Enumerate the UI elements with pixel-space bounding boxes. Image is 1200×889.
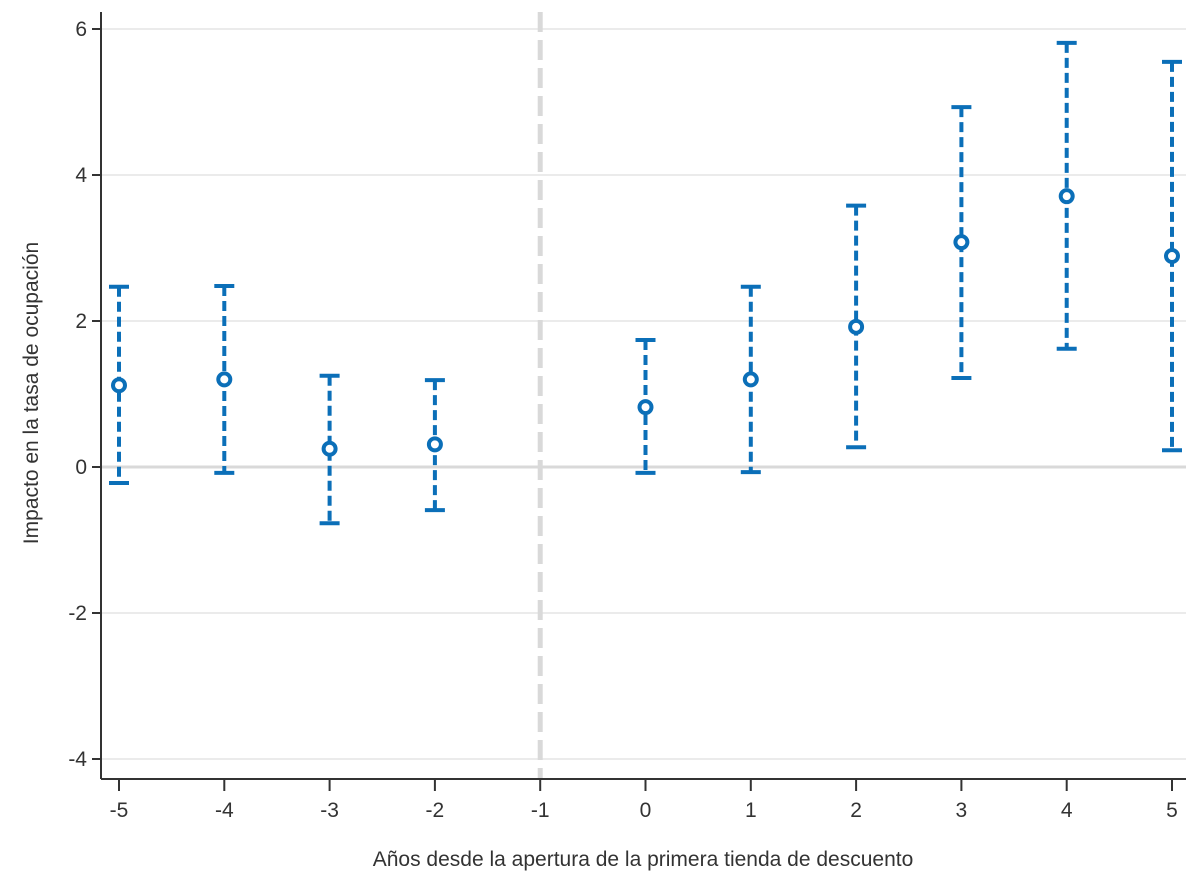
y-tick-label: 6	[75, 18, 87, 41]
x-tick-label: -3	[320, 799, 339, 822]
y-tick-label: -4	[68, 748, 87, 771]
y-tick-label: 2	[75, 310, 87, 333]
point-estimate-marker	[321, 440, 338, 457]
data-point-group	[319, 373, 340, 526]
x-tick-label: 4	[1061, 799, 1073, 822]
axes: -4 -2 0 2 4 6 -5 -4 -3 -2 -1 0 1 2 3 4 5	[68, 12, 1186, 822]
point-estimate-marker	[1164, 248, 1180, 265]
data-point-group	[635, 337, 656, 475]
x-tick-label: 2	[850, 799, 862, 822]
y-axis: -4 -2 0 2 4 6	[68, 12, 102, 779]
point-estimate-marker	[637, 399, 654, 416]
data-series	[109, 40, 1182, 526]
data-point-group	[846, 203, 867, 450]
point-estimate-marker	[848, 318, 865, 335]
data-point-group	[740, 284, 761, 475]
y-tick-label: 0	[75, 456, 87, 479]
x-axis: -5 -4 -3 -2 -1 0 1 2 3 4 5	[101, 778, 1186, 822]
x-tick-label: 1	[745, 799, 757, 822]
data-point-group	[109, 284, 129, 486]
data-point-group	[1162, 59, 1182, 453]
x-tick-label: -1	[531, 799, 550, 822]
y-axis-title: Impacto en la tasa de ocupación	[20, 242, 43, 544]
data-point-group	[424, 378, 445, 513]
point-estimate-marker	[216, 371, 233, 388]
y-tick-label: -2	[68, 602, 87, 625]
x-tick-label: 5	[1166, 799, 1178, 822]
x-tick-label: 0	[640, 799, 652, 822]
x-tick-label: -2	[426, 799, 445, 822]
point-estimate-marker	[426, 436, 443, 453]
data-point-group	[214, 283, 235, 475]
x-tick-label: 3	[956, 799, 968, 822]
point-estimate-marker	[742, 371, 759, 388]
x-tick-label: -4	[215, 799, 234, 822]
point-estimate-marker	[111, 377, 127, 394]
x-axis-title: Años desde la apertura de la primera tie…	[373, 848, 914, 871]
point-estimate-marker	[953, 234, 970, 251]
reference-lines	[101, 12, 1186, 779]
gridlines	[101, 28, 1186, 760]
data-point-group	[1056, 40, 1077, 351]
point-estimate-marker	[1058, 188, 1075, 205]
x-tick-label: -5	[110, 799, 129, 822]
data-point-group	[951, 105, 972, 380]
y-tick-label: 4	[75, 164, 87, 187]
